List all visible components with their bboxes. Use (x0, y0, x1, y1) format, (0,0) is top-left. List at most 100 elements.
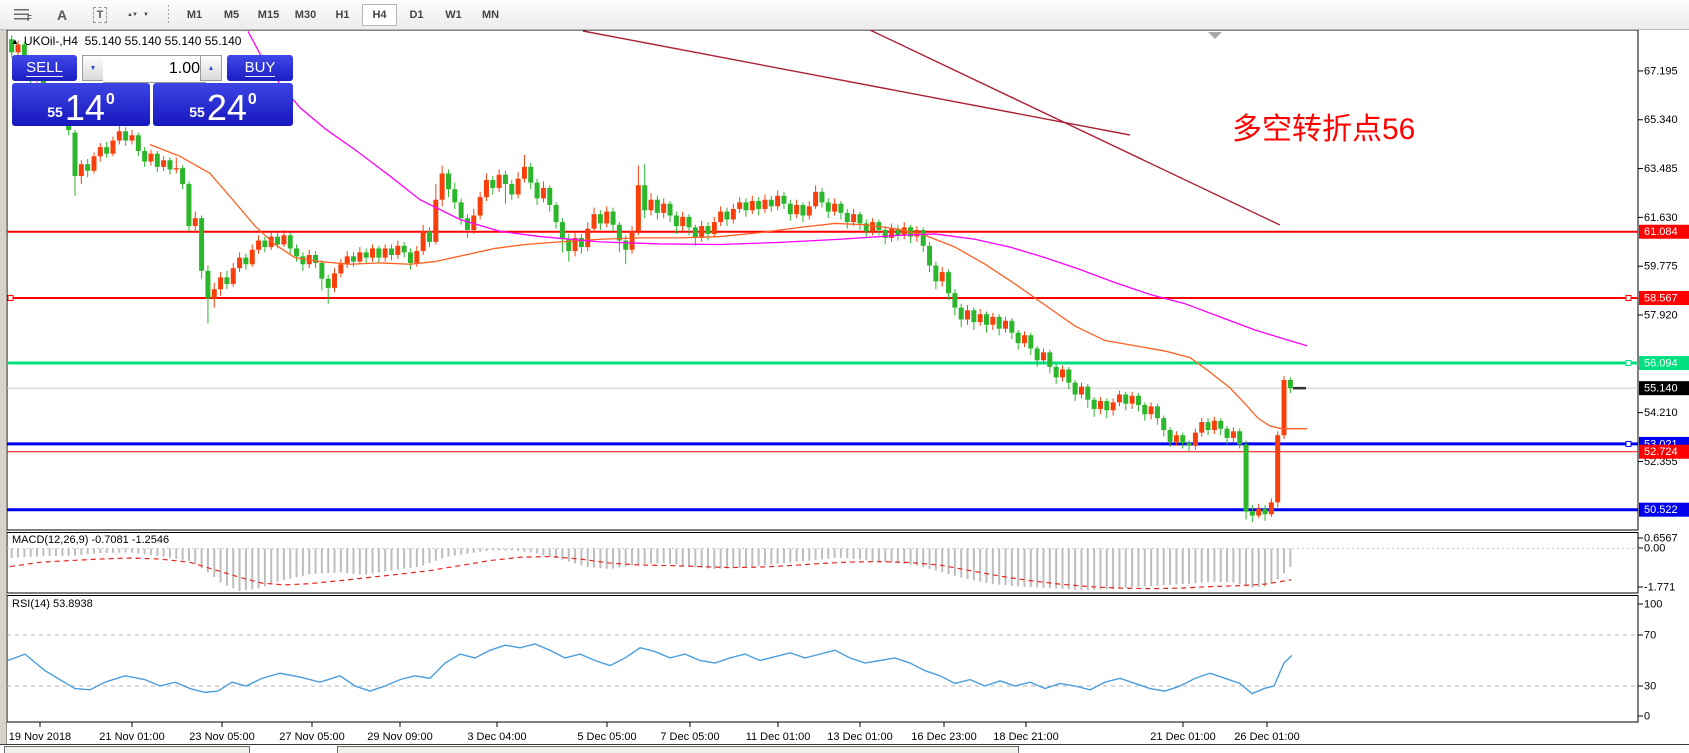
date-axis-label: 5 Dec 05:00 (577, 731, 636, 743)
svg-text:55.140: 55.140 (1644, 383, 1678, 395)
svg-text:52.724: 52.724 (1644, 446, 1678, 458)
price-level-badge (1639, 502, 1689, 517)
svg-text:61.084: 61.084 (1644, 226, 1678, 238)
date-axis-label: 21 Nov 01:00 (99, 731, 164, 743)
sell-button[interactable]: SELL (12, 55, 77, 81)
date-axis-label: 26 Dec 01:00 (1234, 731, 1299, 743)
chart-annotation-text: 多空转折点56 (1232, 113, 1416, 146)
chevron-down-icon: ▼ (143, 11, 149, 18)
symbol-label: UKOil-,H4 (23, 34, 78, 48)
line-handle[interactable] (7, 294, 14, 301)
drawing-tools: F A T ▲▼ ▼ (0, 4, 150, 26)
date-axis-label: 16 Dec 23:00 (911, 731, 976, 743)
macd-indicator-label: MACD(12,26,9) -0.7081 -1.2546 (12, 534, 170, 546)
price-level-badge (1639, 444, 1689, 459)
rsi-line (7, 643, 1293, 695)
fibonacci-icon[interactable]: F (12, 4, 36, 26)
buy-price-sup: 0 (247, 91, 257, 108)
trendline-2[interactable] (869, 29, 1281, 226)
price-axis-label: 63.485 (1644, 163, 1678, 175)
sell-price-sup: 0 (105, 91, 115, 108)
macd-axis-label: -1.771 (1644, 581, 1675, 593)
main-pane-content (7, 29, 1638, 523)
sell-price-prefix: 55 (47, 104, 63, 120)
rsi-axis-label: 0 (1644, 710, 1650, 722)
date-axis-label: 7 Dec 05:00 (660, 731, 719, 743)
date-axis-label: 29 Nov 09:00 (367, 731, 432, 743)
buy-price-big: 24 (206, 87, 247, 128)
price-axis-label: 65.340 (1644, 114, 1678, 126)
buy-price-tile[interactable]: 55 24 0 (153, 83, 293, 126)
date-axis-label: 3 Dec 04:00 (467, 731, 526, 743)
volume-input[interactable] (103, 55, 206, 83)
trendline-1[interactable] (582, 30, 1131, 136)
price-axis-label: 59.775 (1644, 261, 1678, 273)
arrows-icon[interactable]: ▲▼ ▼ (127, 11, 149, 18)
macd-axis-label: 0.00 (1644, 542, 1665, 554)
macd-axis-label: 0.6567 (1644, 532, 1678, 544)
buy-price-prefix: 55 (189, 104, 205, 120)
timeframe-d1[interactable]: D1 (409, 8, 424, 21)
price-axis-label: 67.195 (1644, 65, 1678, 77)
price-level-badge (1639, 224, 1689, 239)
text-icon[interactable]: T (88, 4, 112, 26)
candlestick-series (9, 35, 1293, 523)
date-axis-label: 19 Nov 2018 (9, 731, 71, 743)
one-click-trading-panel: SELL ▼ ▲ BUY 55 14 0 55 24 0 (10, 55, 293, 126)
svg-text:56.094: 56.094 (1644, 357, 1678, 369)
buy-button[interactable]: BUY (227, 55, 293, 81)
collapse-triangle-icon[interactable]: ▲ (11, 37, 19, 46)
ma-slow-line (247, 31, 1308, 347)
volume-decrease-button[interactable]: ▼ (82, 55, 104, 81)
timeframe-m1[interactable]: M1 (186, 8, 203, 21)
price-axis-label: 54.210 (1644, 407, 1678, 419)
timeframe-mn[interactable]: MN (481, 8, 500, 21)
rsi-axis-label: 100 (1644, 598, 1662, 610)
date-axis-label: 13 Dec 01:00 (827, 731, 892, 743)
timeframe-m5[interactable]: M5 (223, 8, 240, 21)
macd-pane-content (7, 548, 1638, 591)
line-handle[interactable] (1625, 294, 1632, 301)
window-left-edge (0, 29, 7, 752)
price-axis[interactable]: 67.195 65.340 63.485 61.630 59.775 57.920 54.2… (1638, 65, 1689, 722)
toolbar: F A T ▲▼ ▼ M1 M5 M15 M30 H1 H4 D1 W1 MN (0, 0, 1689, 30)
sell-price-tile[interactable]: 55 14 0 (12, 83, 150, 126)
sell-price-big: 14 (64, 87, 105, 128)
svg-text:50.522: 50.522 (1644, 504, 1678, 516)
rsi-axis-label: 70 (1644, 629, 1656, 641)
date-axis-label: 21 Dec 01:00 (1150, 731, 1215, 743)
rsi-pane (6, 595, 1639, 723)
label-icon[interactable]: A (56, 6, 68, 23)
chart-tab-bar (0, 744, 1689, 753)
line-handle[interactable] (1625, 440, 1632, 447)
ohlc-quotes: 55.140 55.140 55.140 55.140 (84, 34, 242, 48)
volume-increase-button[interactable]: ▲ (200, 55, 222, 81)
timeframe-h4[interactable]: H4 (362, 3, 397, 26)
price-level-badge (1639, 290, 1689, 305)
price-axis-label: 57.920 (1644, 309, 1678, 321)
date-axis[interactable]: 19 Nov 2018 21 Nov 01:00 23 Nov 05:00 27 No… (9, 722, 1300, 743)
rsi-axis-label: 30 (1644, 680, 1656, 692)
timeframe-w1[interactable]: W1 (445, 8, 462, 21)
date-axis-label: 23 Nov 05:00 (189, 731, 254, 743)
price-axis-label: 52.355 (1644, 456, 1678, 468)
rsi-pane-content (7, 634, 1638, 695)
ma-fast-line (149, 143, 1307, 430)
date-axis-label: 27 Nov 05:00 (279, 731, 344, 743)
rsi-indicator-label: RSI(14) 53.8938 (12, 598, 93, 610)
timeframe-m30[interactable]: M30 (294, 8, 317, 21)
chart-tab[interactable] (4, 746, 250, 753)
timeframe-h1[interactable]: H1 (335, 8, 350, 21)
toolbar-separator (168, 4, 169, 25)
price-level-badge (1639, 356, 1689, 371)
price-level-badge (1639, 381, 1689, 396)
chart-tab[interactable] (337, 746, 1019, 753)
date-axis-label: 11 Dec 01:00 (746, 731, 811, 743)
timeframe-buttons: M1 M5 M15 M30 H1 H4 D1 W1 MN (177, 3, 508, 26)
line-handle[interactable] (1625, 360, 1632, 367)
timeframe-m15[interactable]: M15 (257, 8, 280, 21)
chart-shift-marker[interactable] (1208, 32, 1222, 39)
svg-text:58.567: 58.567 (1644, 292, 1678, 304)
macd-pane (6, 532, 1639, 594)
